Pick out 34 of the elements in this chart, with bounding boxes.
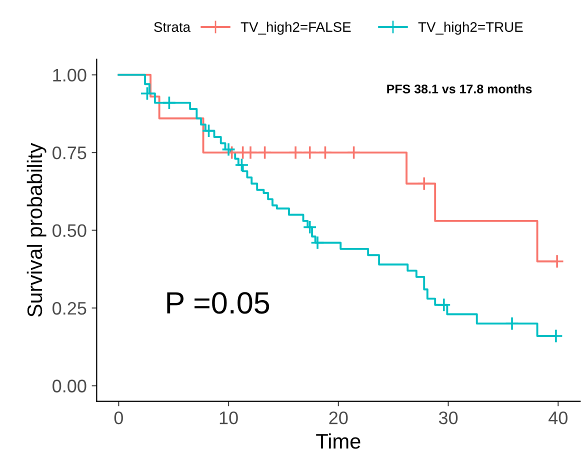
point xyxy=(162,96,176,110)
point xyxy=(221,142,236,157)
x-tick-label: 40 xyxy=(548,411,568,424)
point xyxy=(202,124,216,138)
y-tick-label: 1.00 xyxy=(53,68,86,82)
annotation: P =0.05 xyxy=(167,292,270,314)
point xyxy=(288,145,303,160)
point xyxy=(346,145,361,160)
x-tick-label: 0 xyxy=(114,411,123,424)
y-tick-label: 0.50 xyxy=(52,224,86,237)
legend-label: TV_high2=FALSE xyxy=(240,22,351,35)
y-tick-label: 0.25 xyxy=(52,302,86,315)
y-tick-label: 0.75 xyxy=(52,146,86,160)
point xyxy=(550,254,564,268)
x-tick-label: 20 xyxy=(329,411,348,424)
point xyxy=(302,145,317,160)
point xyxy=(310,236,325,250)
point xyxy=(234,158,249,172)
legend-label: TV_high2=TRUE xyxy=(418,22,523,35)
point xyxy=(504,316,520,331)
point xyxy=(318,145,332,160)
x-tick-label: 30 xyxy=(438,411,458,424)
annotation: PFS 38.1 vs 17.8 months xyxy=(387,84,532,94)
point xyxy=(417,176,432,191)
point xyxy=(436,298,452,312)
y-tick-label: 0.00 xyxy=(52,380,86,392)
point xyxy=(258,145,272,160)
point xyxy=(243,145,258,160)
point xyxy=(224,145,239,160)
point xyxy=(302,220,317,234)
y-axis-title: Survival probability xyxy=(26,142,46,317)
legend-title: Strata xyxy=(154,22,191,32)
x-tick-label: 10 xyxy=(220,411,238,424)
x-axis-title: Time xyxy=(316,433,360,449)
